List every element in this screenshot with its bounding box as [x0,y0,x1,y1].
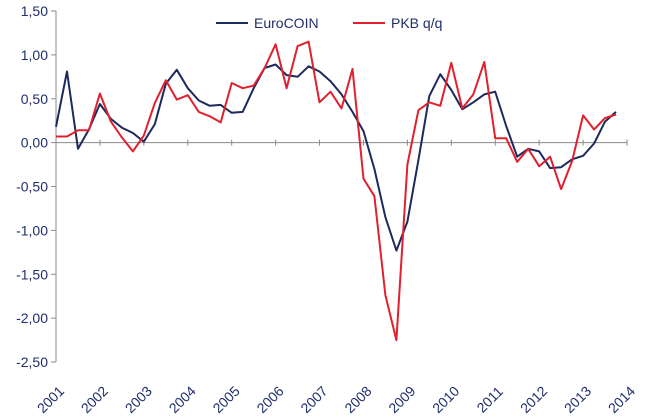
y-tick-label: -2,00 [16,310,48,326]
x-tick-label: 2009 [385,383,418,416]
y-tick-label: -1,00 [16,222,48,238]
x-tick-label: 2006 [253,383,286,416]
x-tick-label: 2002 [78,383,111,416]
series-layer [55,40,617,342]
x-tick-label: 2010 [429,383,462,416]
x-tick-label: 2013 [561,383,594,416]
x-tick-label: 2008 [341,383,374,416]
y-tick-label: -1,50 [16,266,48,282]
x-tick-label: 2011 [473,383,506,416]
x-tick-label: 2007 [297,383,330,416]
x-tick-label: 2005 [209,383,242,416]
y-axis-ticks: 1,50 1,00 0,50 0,00 -0,50 -1,00 -1,50 -2,00 -2,5… [16,3,56,370]
x-tick-label: 2012 [517,383,550,416]
x-axis-ticks: 2001 2002 2003 2004 2005 2006 2007 2008 2009 2010… [34,139,638,416]
y-tick-label: -2,50 [16,354,48,370]
legend: EuroCOIN PKB q/q [216,15,442,31]
chart-axes [55,11,627,362]
series-line-eurocoin [55,63,617,252]
x-tick-label: 2001 [34,383,67,416]
series-line-pkb-q-q [56,40,617,342]
y-tick-label: -0,50 [16,179,48,195]
x-tick-label: 2014 [605,383,638,416]
legend-label: PKB q/q [391,15,442,31]
y-tick-label: 0,50 [21,91,48,107]
x-tick-label: 2003 [122,383,155,416]
y-tick-label: 0,00 [21,135,48,151]
x-tick-label: 2004 [166,383,199,416]
y-tick-label: 1,00 [21,47,48,63]
y-tick-label: 1,50 [21,3,48,19]
legend-label: EuroCOIN [254,15,319,31]
